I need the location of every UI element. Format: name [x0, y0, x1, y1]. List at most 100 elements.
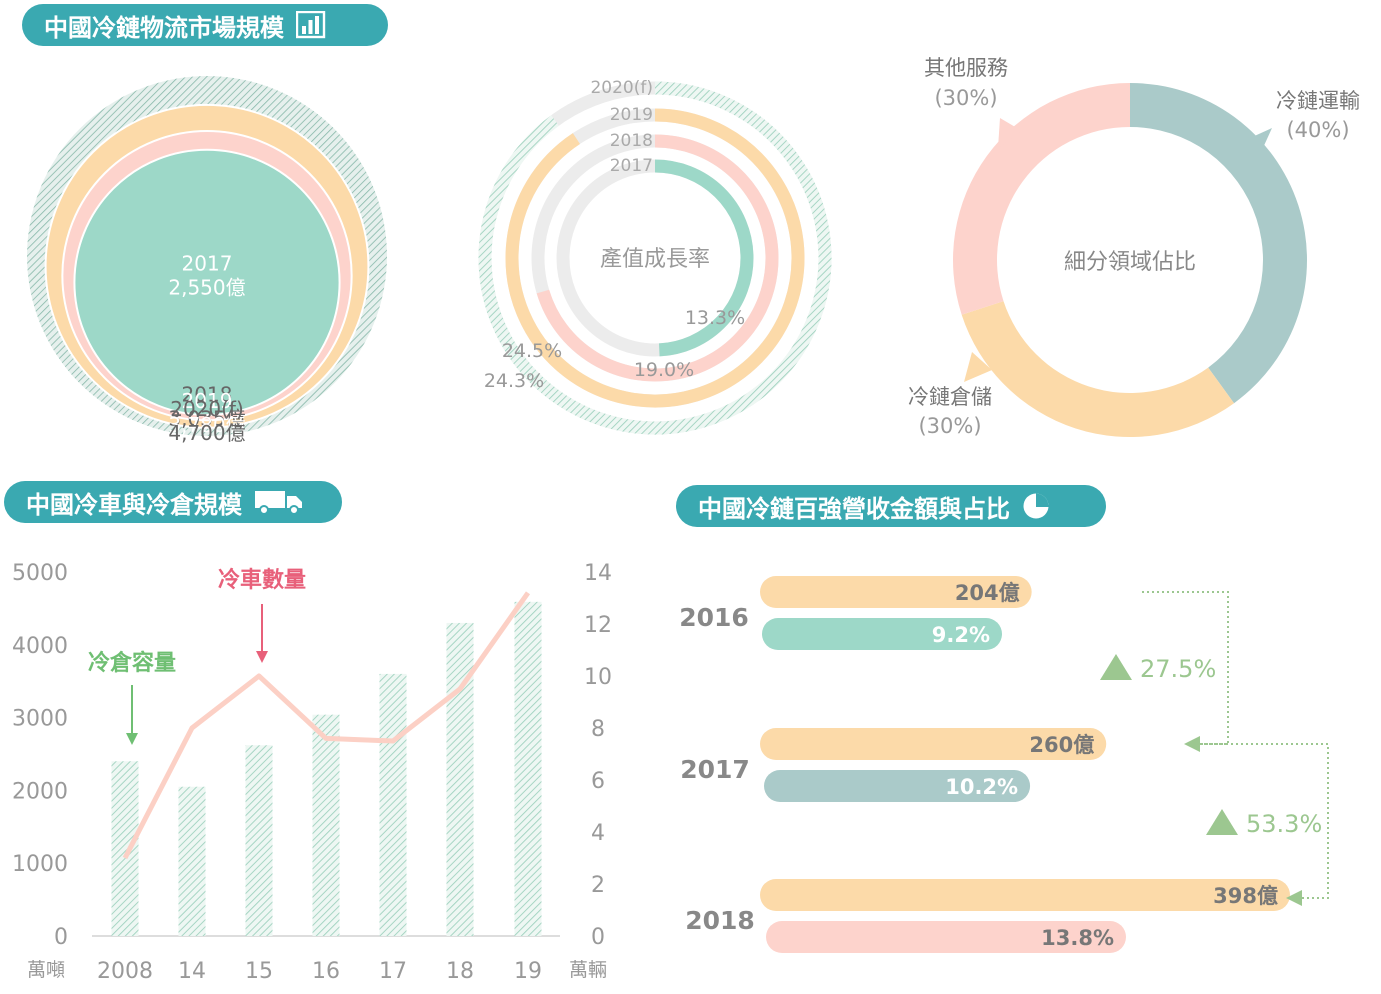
ring-bar-2018 [536, 134, 779, 382]
warehouse-bar-16 [312, 714, 340, 936]
ring-year-2017: 2017 [610, 156, 653, 176]
y-right-tick-2: 2 [591, 873, 605, 898]
warehouse-bar-18 [446, 622, 474, 936]
year-label-2016: 2016 [679, 603, 749, 632]
top100-title-text: 中國冷鏈百強營收金額與占比 [698, 494, 1010, 523]
year-label-2018: 2018 [182, 383, 233, 407]
growth-label-0: 27.5% [1140, 655, 1216, 683]
warehouse-bar-15 [245, 745, 273, 936]
x-tick-19: 19 [514, 959, 542, 984]
growth-label-1: 53.3% [1246, 810, 1322, 838]
y-left-tick-3000: 3000 [12, 707, 68, 732]
y-right-tick-8: 8 [591, 717, 605, 742]
ring-value-2017: 13.3% [685, 307, 745, 329]
revenue-label-2017: 260億 [1029, 733, 1094, 757]
growth-triangle-1 [1206, 809, 1238, 835]
donut-slice-其他服務 [953, 83, 1130, 315]
y-left-tick-4000: 4000 [12, 634, 68, 659]
growth-connector-2017-2018 [1186, 743, 1329, 906]
ring-value-2019: 24.5% [502, 340, 562, 362]
callout-tail-transport [1250, 128, 1272, 150]
slice-pct-其他服務: (30%) [934, 86, 997, 110]
y-right-unit: 萬輛 [569, 959, 607, 981]
share-bar-2017 [764, 770, 1031, 802]
y-left-tick-1000: 1000 [12, 852, 68, 877]
ring-value-2018: 19.0% [634, 359, 694, 381]
bar-chart-icon [296, 11, 326, 39]
callout-tail-storage [964, 352, 992, 382]
slice-pct-冷鏈運輸: (40%) [1286, 118, 1349, 142]
circle-2017 [73, 148, 341, 416]
x-tick-17: 17 [379, 959, 407, 984]
ring-value-2020(f): 24.3% [484, 370, 544, 392]
y-right-tick-14: 14 [584, 561, 612, 586]
share-label-2016: 9.2% [932, 623, 990, 647]
vehicle-warehouse-title-text: 中國冷車與冷倉規模 [26, 490, 242, 519]
donut-slice-冷鏈運輸 [1130, 83, 1307, 404]
ring-bar-2017 [654, 159, 754, 357]
revenue-label-2018: 398億 [1213, 884, 1278, 908]
value-label-2017: 2,550億 [168, 275, 245, 299]
radial-center-label: 產值成長率 [600, 247, 710, 272]
y-right-tick-4: 4 [591, 821, 605, 846]
slice-pct-冷鏈倉儲: (30%) [918, 414, 981, 438]
y-right-tick-10: 10 [584, 665, 612, 690]
share-label-2017: 10.2% [945, 775, 1018, 799]
ring-year-2020(f): 2020(f) [590, 78, 653, 98]
callout-tail-other [998, 118, 1022, 148]
y-right-tick-12: 12 [584, 613, 612, 638]
value-label-2019: 3,780億 [168, 413, 245, 437]
vehicle-line [122, 591, 531, 860]
y-right-tick-6: 6 [591, 769, 605, 794]
pie-chart-icon [1022, 492, 1050, 520]
value-label-2020(f): 4,700億 [168, 421, 245, 445]
y-left-tick-5000: 5000 [12, 561, 68, 586]
top100-revenue-chart: 204億 9.2% 2016 260億 10.2% 2017 398億 13.8% 2018 27… [679, 576, 1329, 953]
growth-rate-radial-chart: 2017 2018 2019 2020(f) 13.3% 19.0% 24.5% 24.3% 產… [478, 78, 832, 435]
warehouse-bar-19 [514, 601, 542, 936]
x-tick-2008: 2008 [97, 959, 153, 984]
revenue-label-2016: 204億 [955, 581, 1020, 605]
year-label-2017: 2017 [182, 251, 233, 275]
growth-connector-2016-2017 [1142, 591, 1229, 752]
vehicle-series-label: 冷車數量 [218, 567, 306, 593]
value-label-2018: 3,035億 [168, 407, 245, 431]
warehouse-bar-2008 [111, 761, 139, 936]
share-label-2018: 13.8% [1041, 926, 1114, 950]
slice-name-其他服務: 其他服務 [924, 56, 1008, 80]
warehouse-arrow-head [126, 733, 138, 745]
ring-year-2018: 2018 [610, 131, 653, 151]
y-left-tick-2000: 2000 [12, 779, 68, 804]
ring-bar-2019 [505, 108, 805, 408]
share-bar-2016 [762, 618, 1002, 650]
vehicle-arrow-head [256, 651, 268, 663]
year-label-2020(f): 2020(f) [170, 397, 244, 421]
donut-center-label: 細分領域佔比 [1064, 250, 1196, 275]
revenue-bar-2017 [760, 728, 1107, 760]
year-label-2019: 2019 [182, 389, 233, 413]
growth-triangle-0 [1100, 654, 1132, 680]
year-label-2017: 2017 [680, 755, 750, 784]
vehicle-warehouse-title: 中國冷車與冷倉規模 [4, 481, 342, 523]
truck-icon [254, 488, 304, 516]
year-label-2018: 2018 [685, 906, 755, 935]
revenue-bar-2016 [760, 576, 1032, 608]
y-right-tick-0: 0 [591, 925, 605, 950]
x-tick-14: 14 [178, 959, 206, 984]
warehouse-bar-17 [379, 673, 407, 936]
donut-slice-冷鏈倉儲 [961, 301, 1235, 437]
segment-share-donut: 細分領域佔比 冷鏈運輸 (40%) 冷鏈倉儲 (30%) 其他服務 (30%) [908, 56, 1360, 438]
share-bar-2018 [766, 921, 1126, 953]
market-size-title: 中國冷鏈物流市場規模 [22, 4, 388, 46]
x-tick-18: 18 [446, 959, 474, 984]
ring-year-2019: 2019 [610, 105, 653, 125]
revenue-bar-2018 [760, 879, 1290, 911]
ring-bar-2020(f) [478, 81, 832, 435]
warehouse-bar-14 [178, 786, 206, 936]
top100-title: 中國冷鏈百強營收金額與占比 [676, 485, 1106, 527]
x-tick-16: 16 [312, 959, 340, 984]
warehouse-series-label: 冷倉容量 [88, 650, 176, 676]
slice-name-冷鏈運輸: 冷鏈運輸 [1276, 89, 1360, 113]
